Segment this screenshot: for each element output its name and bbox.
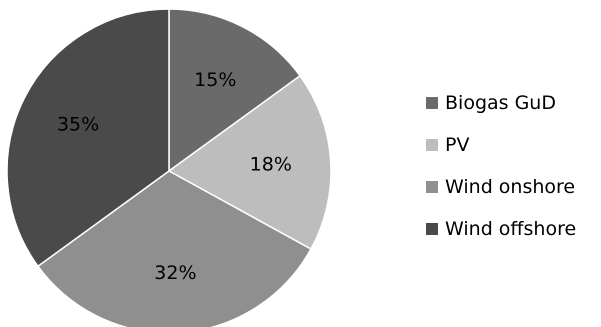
legend-label-wind-offshore: Wind offshore [445, 218, 576, 240]
pie-slice-wind-offshore [6, 8, 170, 268]
legend-label-pv: PV [445, 134, 469, 156]
data-label-wind-offshore: 35% [57, 114, 99, 136]
pie-slice-labels: 15% 18% 32% 35% [57, 69, 292, 284]
pie-slice-pv [167, 74, 332, 251]
data-label-biogas-gud: 15% [194, 69, 236, 91]
data-label-wind-onshore: 32% [154, 262, 196, 284]
legend-label-wind-onshore: Wind onshore [445, 176, 575, 198]
legend-label-biogas-gud: Biogas GuD [445, 92, 556, 114]
pie-slice-wind-onshore [36, 170, 312, 327]
data-label-pv: 18% [250, 154, 292, 176]
legend: Biogas GuD PV Wind onshore Wind offshore [426, 92, 576, 240]
legend-swatch-wind-offshore [426, 223, 438, 235]
legend-swatch-wind-onshore [426, 181, 438, 193]
pie-slice-biogas-gud [168, 8, 302, 173]
legend-swatch-pv [426, 139, 438, 151]
pie-slices [6, 8, 332, 327]
legend-swatch-biogas-gud [426, 97, 438, 109]
